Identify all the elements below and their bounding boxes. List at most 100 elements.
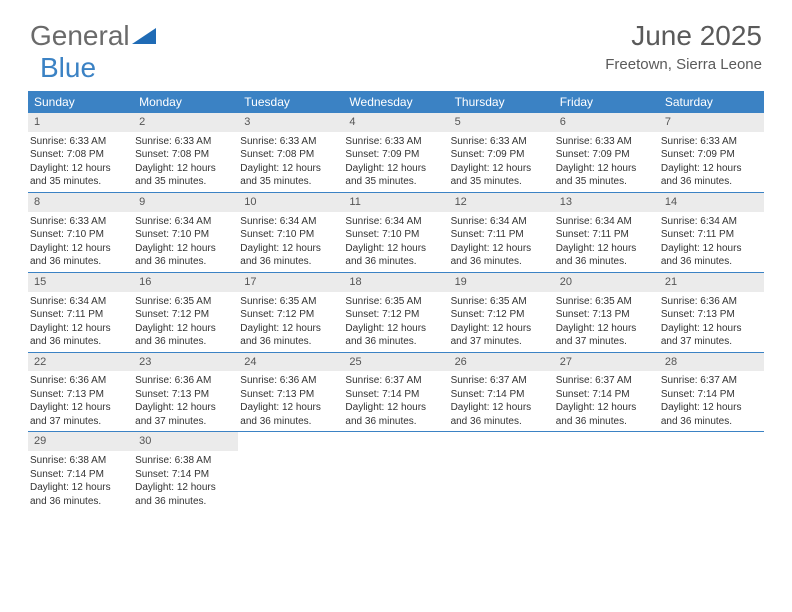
day-number: 15 [28, 273, 133, 292]
day-line-d2: and 37 minutes. [661, 335, 762, 349]
day-body: Sunrise: 6:35 AMSunset: 7:12 PMDaylight:… [449, 292, 554, 352]
day-cell: 24Sunrise: 6:36 AMSunset: 7:13 PMDayligh… [238, 353, 343, 432]
day-line-set: Sunset: 7:12 PM [345, 308, 446, 322]
day-number: 7 [659, 113, 764, 132]
day-line-d2: and 35 minutes. [240, 175, 341, 189]
day-number: 6 [554, 113, 659, 132]
day-line-d2: and 36 minutes. [661, 415, 762, 429]
weeks-container: 1Sunrise: 6:33 AMSunset: 7:08 PMDaylight… [28, 113, 764, 511]
day-line-set: Sunset: 7:13 PM [661, 308, 762, 322]
day-line-d2: and 36 minutes. [240, 335, 341, 349]
day-line-d1: Daylight: 12 hours [240, 162, 341, 176]
day-cell: 15Sunrise: 6:34 AMSunset: 7:11 PMDayligh… [28, 273, 133, 352]
day-line-set: Sunset: 7:10 PM [240, 228, 341, 242]
day-number: 9 [133, 193, 238, 212]
day-cell: 30Sunrise: 6:38 AMSunset: 7:14 PMDayligh… [133, 432, 238, 511]
day-line-d1: Daylight: 12 hours [451, 401, 552, 415]
logo-word-2: Blue [40, 52, 96, 84]
day-line-rise: Sunrise: 6:37 AM [451, 374, 552, 388]
day-cell: 25Sunrise: 6:37 AMSunset: 7:14 PMDayligh… [343, 353, 448, 432]
day-number: 13 [554, 193, 659, 212]
day-number: 24 [238, 353, 343, 372]
day-line-d2: and 37 minutes. [30, 415, 131, 429]
day-body: Sunrise: 6:33 AMSunset: 7:09 PMDaylight:… [659, 132, 764, 192]
day-line-d2: and 36 minutes. [451, 255, 552, 269]
day-number: 20 [554, 273, 659, 292]
day-cell: 10Sunrise: 6:34 AMSunset: 7:10 PMDayligh… [238, 193, 343, 272]
day-line-d1: Daylight: 12 hours [30, 401, 131, 415]
day-line-set: Sunset: 7:09 PM [661, 148, 762, 162]
day-number: 28 [659, 353, 764, 372]
day-cell: 12Sunrise: 6:34 AMSunset: 7:11 PMDayligh… [449, 193, 554, 272]
day-line-set: Sunset: 7:12 PM [451, 308, 552, 322]
day-line-rise: Sunrise: 6:36 AM [240, 374, 341, 388]
day-line-d2: and 36 minutes. [135, 335, 236, 349]
day-number: 18 [343, 273, 448, 292]
day-line-d1: Daylight: 12 hours [556, 242, 657, 256]
day-line-d2: and 36 minutes. [30, 255, 131, 269]
day-line-d2: and 36 minutes. [661, 175, 762, 189]
day-body: Sunrise: 6:33 AMSunset: 7:10 PMDaylight:… [28, 212, 133, 272]
day-body: Sunrise: 6:33 AMSunset: 7:08 PMDaylight:… [133, 132, 238, 192]
day-line-set: Sunset: 7:08 PM [240, 148, 341, 162]
day-line-rise: Sunrise: 6:36 AM [30, 374, 131, 388]
day-number: 19 [449, 273, 554, 292]
day-body: Sunrise: 6:34 AMSunset: 7:11 PMDaylight:… [28, 292, 133, 352]
day-line-set: Sunset: 7:12 PM [135, 308, 236, 322]
day-line-rise: Sunrise: 6:33 AM [30, 215, 131, 229]
day-number: 11 [343, 193, 448, 212]
day-cell: 29Sunrise: 6:38 AMSunset: 7:14 PMDayligh… [28, 432, 133, 511]
day-body: Sunrise: 6:33 AMSunset: 7:08 PMDaylight:… [238, 132, 343, 192]
day-cell: 4Sunrise: 6:33 AMSunset: 7:09 PMDaylight… [343, 113, 448, 192]
day-number: 27 [554, 353, 659, 372]
day-line-rise: Sunrise: 6:33 AM [30, 135, 131, 149]
day-number: 4 [343, 113, 448, 132]
day-cell: 7Sunrise: 6:33 AMSunset: 7:09 PMDaylight… [659, 113, 764, 192]
day-line-rise: Sunrise: 6:34 AM [451, 215, 552, 229]
day-body: Sunrise: 6:38 AMSunset: 7:14 PMDaylight:… [28, 451, 133, 511]
day-line-rise: Sunrise: 6:37 AM [661, 374, 762, 388]
day-number: 1 [28, 113, 133, 132]
day-line-d2: and 35 minutes. [345, 175, 446, 189]
day-line-d1: Daylight: 12 hours [135, 242, 236, 256]
day-number: 29 [28, 432, 133, 451]
day-line-set: Sunset: 7:14 PM [30, 468, 131, 482]
day-number: 16 [133, 273, 238, 292]
day-line-d2: and 36 minutes. [661, 255, 762, 269]
day-body: Sunrise: 6:35 AMSunset: 7:12 PMDaylight:… [238, 292, 343, 352]
day-body: Sunrise: 6:35 AMSunset: 7:13 PMDaylight:… [554, 292, 659, 352]
day-line-d1: Daylight: 12 hours [345, 401, 446, 415]
day-body: Sunrise: 6:34 AMSunset: 7:11 PMDaylight:… [659, 212, 764, 272]
day-line-d1: Daylight: 12 hours [345, 162, 446, 176]
day-cell: 18Sunrise: 6:35 AMSunset: 7:12 PMDayligh… [343, 273, 448, 352]
day-cell: 9Sunrise: 6:34 AMSunset: 7:10 PMDaylight… [133, 193, 238, 272]
day-number: 12 [449, 193, 554, 212]
day-cell: 14Sunrise: 6:34 AMSunset: 7:11 PMDayligh… [659, 193, 764, 272]
day-line-d1: Daylight: 12 hours [30, 481, 131, 495]
day-line-set: Sunset: 7:14 PM [451, 388, 552, 402]
day-cell: 19Sunrise: 6:35 AMSunset: 7:12 PMDayligh… [449, 273, 554, 352]
day-line-set: Sunset: 7:11 PM [451, 228, 552, 242]
empty-day-cell [343, 432, 448, 511]
day-cell: 6Sunrise: 6:33 AMSunset: 7:09 PMDaylight… [554, 113, 659, 192]
day-number: 14 [659, 193, 764, 212]
day-cell: 16Sunrise: 6:35 AMSunset: 7:12 PMDayligh… [133, 273, 238, 352]
day-body: Sunrise: 6:33 AMSunset: 7:08 PMDaylight:… [28, 132, 133, 192]
day-number: 21 [659, 273, 764, 292]
day-line-set: Sunset: 7:10 PM [30, 228, 131, 242]
day-line-d1: Daylight: 12 hours [30, 242, 131, 256]
weekday-header: Monday [133, 91, 238, 113]
day-line-rise: Sunrise: 6:34 AM [661, 215, 762, 229]
day-line-rise: Sunrise: 6:33 AM [556, 135, 657, 149]
day-line-d2: and 36 minutes. [135, 255, 236, 269]
day-body: Sunrise: 6:37 AMSunset: 7:14 PMDaylight:… [449, 371, 554, 431]
day-line-d1: Daylight: 12 hours [661, 162, 762, 176]
day-line-rise: Sunrise: 6:34 AM [345, 215, 446, 229]
day-body: Sunrise: 6:33 AMSunset: 7:09 PMDaylight:… [554, 132, 659, 192]
day-line-d1: Daylight: 12 hours [556, 322, 657, 336]
day-line-d1: Daylight: 12 hours [556, 401, 657, 415]
logo-word-1: General [30, 20, 130, 52]
day-line-d2: and 36 minutes. [240, 255, 341, 269]
day-line-set: Sunset: 7:14 PM [135, 468, 236, 482]
day-cell: 8Sunrise: 6:33 AMSunset: 7:10 PMDaylight… [28, 193, 133, 272]
